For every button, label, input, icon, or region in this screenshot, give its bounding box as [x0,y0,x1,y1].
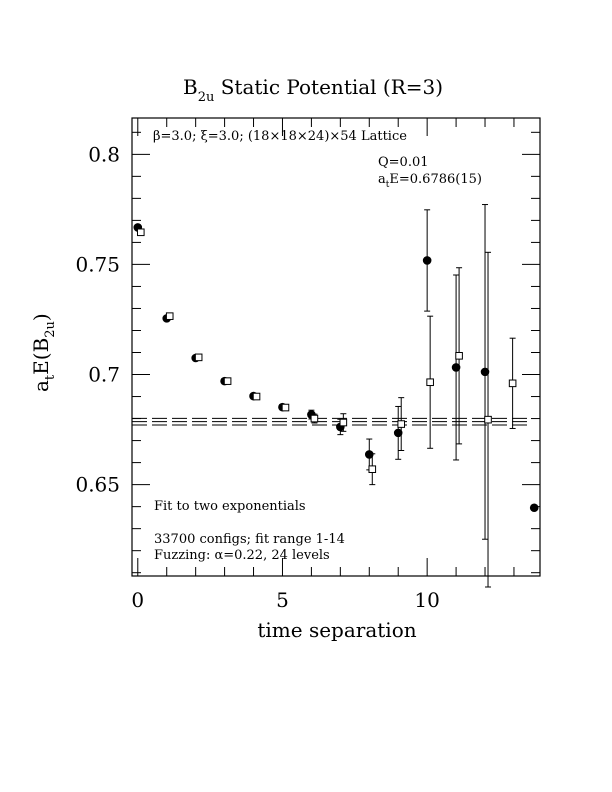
data-point-square [368,465,377,474]
data-point-square [310,414,319,423]
data-point-square [223,377,232,385]
y-axis-label-sub2: 2u [43,321,58,338]
data-point-square [165,312,174,320]
data-point-square [508,379,517,388]
y-tick-label: 0.75 [75,252,120,276]
chart-title: B2u Static Potential (R=3) [183,75,443,105]
fit-band [132,417,529,426]
tick-labels: 0 5 10 0.65 0.7 0.75 0.8 [75,142,439,612]
fuzzing-annotation: Fuzzing: α=0.22, 24 levels [154,548,330,563]
data-point-square [339,418,348,427]
data-point-square [252,392,261,401]
y-axis-label: atE(B2u) [29,313,58,392]
data-markers [133,204,539,588]
data-point-circle [393,428,403,438]
q-annotation: Q=0.01 [378,155,429,170]
configs-annotation: 33700 configs; fit range 1-14 [154,532,345,547]
y-tick-label: 0.8 [88,142,120,166]
data-point-square [397,420,406,428]
chart-title-prefix: B [183,75,198,99]
y-axis-label-main: a [29,380,53,392]
energy-annotation-prefix: a [378,172,386,187]
data-point-square [194,353,203,362]
energy-annotation: atE=0.6786(15) [378,172,482,190]
data-point-square [455,352,463,360]
chart-title-sub: 2u [198,90,215,105]
data-point-circle [451,363,461,372]
x-tick-label: 0 [131,588,144,612]
y-tick-label: 0.7 [88,363,120,387]
y-tick-label: 0.65 [75,473,120,497]
lattice-annotation: β=3.0; ξ=3.0; (18×18×24)×54 Lattice [153,129,407,144]
data-point-square [484,415,492,424]
y-axis-label-end: ) [29,313,53,321]
data-point-circle [422,256,432,265]
x-tick-label: 5 [276,588,289,612]
data-point-square [426,378,434,387]
fit-annotation: Fit to two exponentials [154,499,306,514]
data-point-square [136,228,145,237]
x-tick-label: 10 [414,588,439,612]
data-point-circle [529,503,539,513]
data-point-square [281,403,290,412]
chart-title-suffix: Static Potential (R=3) [214,75,443,99]
energy-annotation-rest: E=0.6786(15) [389,172,482,187]
data-point-circle [480,367,490,377]
energy-annotation-sub: t [386,180,390,190]
x-axis-label: time separation [257,618,416,642]
y-axis-label-sub1: t [43,374,58,380]
tick-marks [132,118,540,576]
data-point-circle [364,450,374,459]
y-axis-label-mid: E(B [29,338,53,375]
plot-frame [131,117,541,577]
